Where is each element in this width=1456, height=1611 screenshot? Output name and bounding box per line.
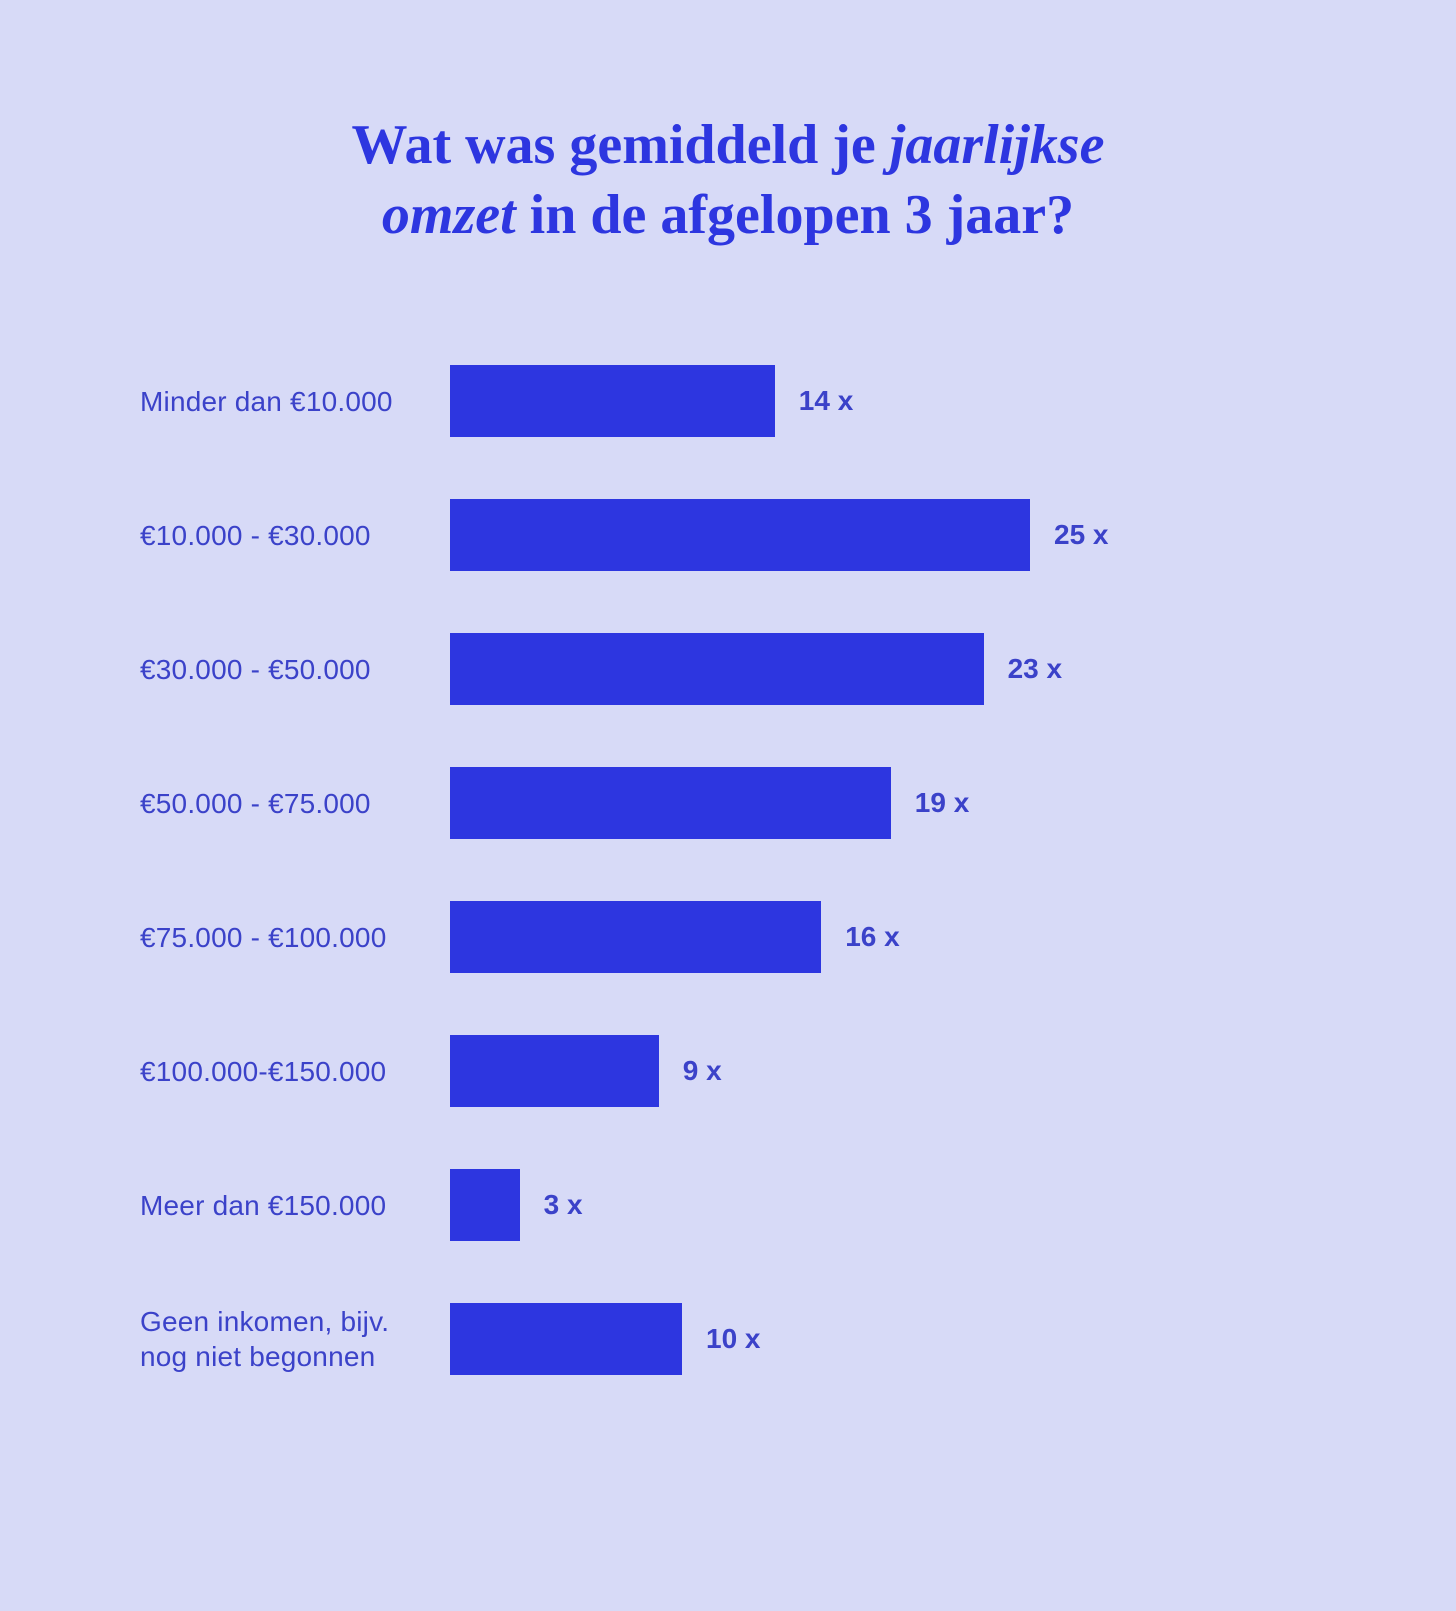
title-italic-part: omzet (382, 184, 516, 246)
category-label-line: Meer dan €150.000 (140, 1188, 450, 1223)
bar (450, 633, 984, 705)
value-label: 25 x (1054, 519, 1109, 551)
category-label: Geen inkomen, bijv.nog niet begonnen (140, 1304, 450, 1374)
bar (450, 499, 1030, 571)
category-label-line: €100.000-€150.000 (140, 1054, 450, 1089)
category-label: €10.000 - €30.000 (140, 518, 450, 553)
category-label-line: €10.000 - €30.000 (140, 518, 450, 553)
category-label: €75.000 - €100.000 (140, 920, 450, 955)
category-label: €30.000 - €50.000 (140, 652, 450, 687)
bar-wrap: 14 x (450, 365, 1316, 437)
category-label: €50.000 - €75.000 (140, 786, 450, 821)
title-italic-part: jaarlijkse (890, 114, 1105, 176)
bar (450, 365, 775, 437)
chart-row: €10.000 - €30.000 25 x (140, 499, 1316, 571)
category-label-line: nog niet begonnen (140, 1339, 450, 1374)
bar (450, 1169, 520, 1241)
chart-row: Minder dan €10.000 14 x (140, 365, 1316, 437)
chart-row: €75.000 - €100.000 16 x (140, 901, 1316, 973)
chart-title: Wat was gemiddeld je jaarlijkse omzet in … (130, 110, 1326, 250)
value-label: 23 x (1008, 653, 1063, 685)
bar (450, 767, 891, 839)
bar-wrap: 23 x (450, 633, 1316, 705)
title-part: Wat was gemiddeld je (352, 114, 890, 176)
category-label-line: €50.000 - €75.000 (140, 786, 450, 821)
category-label-line: Minder dan €10.000 (140, 384, 450, 419)
chart-canvas: Wat was gemiddeld je jaarlijkse omzet in … (0, 0, 1456, 1611)
chart-row: Geen inkomen, bijv.nog niet begonnen 10 x (140, 1303, 1316, 1375)
value-label: 14 x (799, 385, 854, 417)
bar-wrap: 10 x (450, 1303, 1316, 1375)
category-label-line: €30.000 - €50.000 (140, 652, 450, 687)
chart-row: €100.000-€150.000 9 x (140, 1035, 1316, 1107)
chart-row: €50.000 - €75.000 19 x (140, 767, 1316, 839)
value-label: 3 x (544, 1189, 583, 1221)
bar-wrap: 25 x (450, 499, 1316, 571)
bar-wrap: 3 x (450, 1169, 1316, 1241)
value-label: 19 x (915, 787, 970, 819)
bar (450, 1035, 659, 1107)
bar (450, 901, 821, 973)
bar-wrap: 19 x (450, 767, 1316, 839)
value-label: 16 x (845, 921, 900, 953)
category-label-line: Geen inkomen, bijv. (140, 1304, 450, 1339)
chart-rows: Minder dan €10.000 14 x €10.000 - €30.000 2… (130, 365, 1326, 1375)
title-part: in de afgelopen 3 jaar? (516, 184, 1074, 246)
chart-row: €30.000 - €50.000 23 x (140, 633, 1316, 705)
value-label: 10 x (706, 1323, 761, 1355)
category-label-line: €75.000 - €100.000 (140, 920, 450, 955)
category-label: Minder dan €10.000 (140, 384, 450, 419)
chart-row: Meer dan €150.000 3 x (140, 1169, 1316, 1241)
bar-wrap: 9 x (450, 1035, 1316, 1107)
bar (450, 1303, 682, 1375)
value-label: 9 x (683, 1055, 722, 1087)
bar-wrap: 16 x (450, 901, 1316, 973)
category-label: €100.000-€150.000 (140, 1054, 450, 1089)
category-label: Meer dan €150.000 (140, 1188, 450, 1223)
